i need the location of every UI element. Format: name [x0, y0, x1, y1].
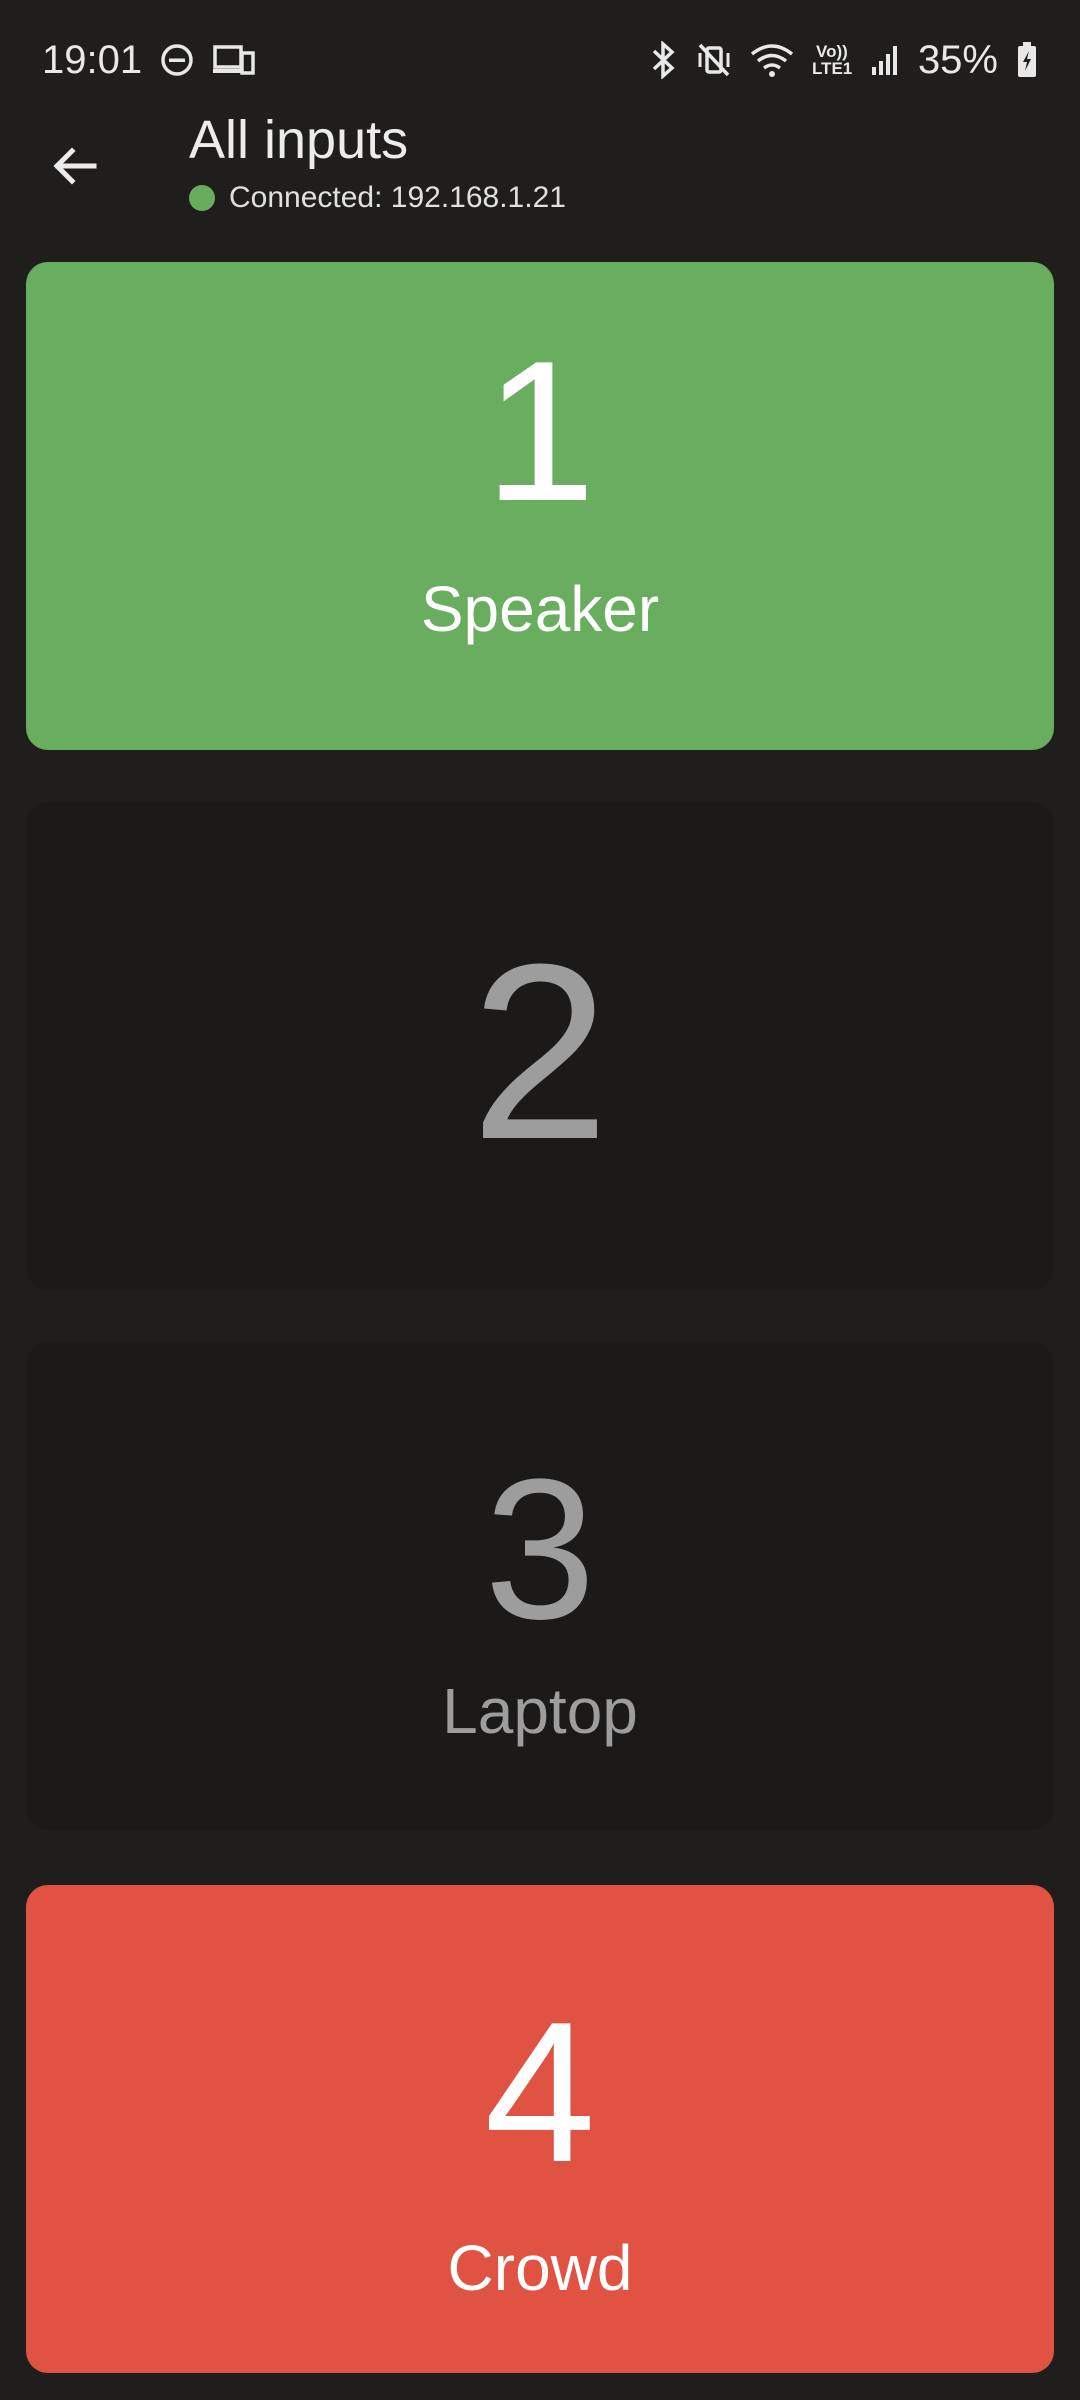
bluetooth-icon: [648, 41, 678, 79]
input-label: Crowd: [447, 2232, 633, 2304]
battery-percent: 35%: [917, 37, 998, 82]
connection-status: Connected: 192.168.1.21: [189, 180, 566, 216]
input-tile-2[interactable]: 2: [26, 802, 1054, 1290]
input-tile-1[interactable]: 1 Speaker: [26, 262, 1054, 750]
devices-icon: [212, 43, 256, 77]
status-bar-right: Vo)) LTE1 35%: [648, 38, 1038, 83]
connection-status-dot: [189, 185, 215, 211]
status-time: 19:01: [42, 37, 143, 82]
page-title: All inputs: [189, 110, 409, 170]
status-bar: 19:01 Vo)) LTE1 35%: [0, 0, 1080, 120]
input-tile-4[interactable]: 4 Crowd: [26, 1885, 1054, 2373]
input-tile-3[interactable]: 3 Laptop: [26, 1342, 1054, 1830]
back-button[interactable]: [38, 130, 110, 202]
network-label: Vo)) LTE1: [811, 42, 853, 78]
status-bar-left: 19:01: [42, 38, 256, 83]
arrow-back-icon: [53, 147, 97, 185]
battery-charging-icon: [1016, 41, 1038, 79]
input-number: 4: [484, 1981, 596, 2204]
app-bar: All inputs Connected: 192.168.1.21: [0, 110, 1080, 260]
signal-icon: [870, 43, 900, 77]
input-label: Laptop: [442, 1675, 638, 1747]
input-number: 1: [484, 320, 596, 543]
vibrate-mute-icon: [696, 41, 732, 79]
input-number: 3: [484, 1438, 596, 1661]
input-number: 2: [470, 912, 610, 1191]
connection-status-text: Connected: 192.168.1.21: [229, 181, 566, 214]
input-label: Speaker: [420, 573, 660, 645]
do-not-disturb-icon: [160, 43, 194, 77]
wifi-icon: [750, 42, 794, 78]
